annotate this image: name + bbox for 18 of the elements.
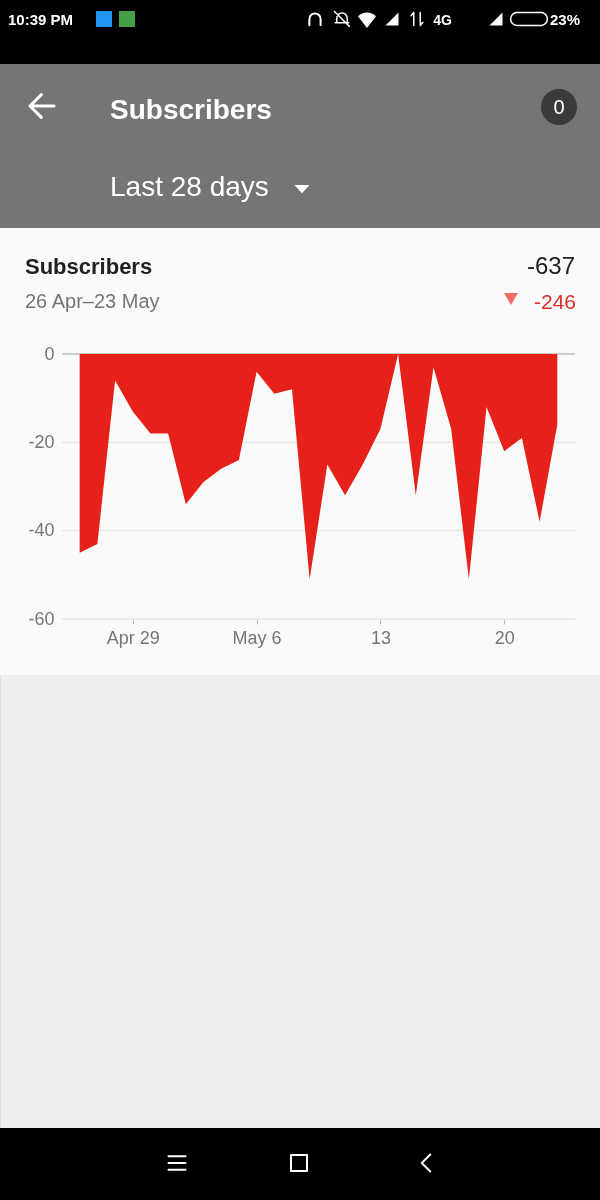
x-tick-label: 13 [370,627,391,648]
text: 10:39 PM [8,11,74,28]
text: -637 [526,252,575,279]
text: Last 28 days [110,171,269,202]
text: 0 [553,96,565,118]
y-tick-label: 0 [44,343,55,364]
text: Subscribers [110,94,272,125]
x-tick-label: May 6 [232,627,282,648]
chart-title: Subscribers [25,254,153,279]
x-tick-label: Apr 29 [106,627,160,648]
y-tick-label: -60 [28,608,55,629]
text: -246 [533,290,576,313]
text: 23% [549,11,580,28]
chart-subtitle: 26 Apr–23 May [25,290,160,312]
text: 4G [433,12,453,28]
y-tick-label: -40 [28,520,55,541]
y-tick-label: -20 [28,431,55,452]
x-tick-label: 20 [494,627,515,648]
